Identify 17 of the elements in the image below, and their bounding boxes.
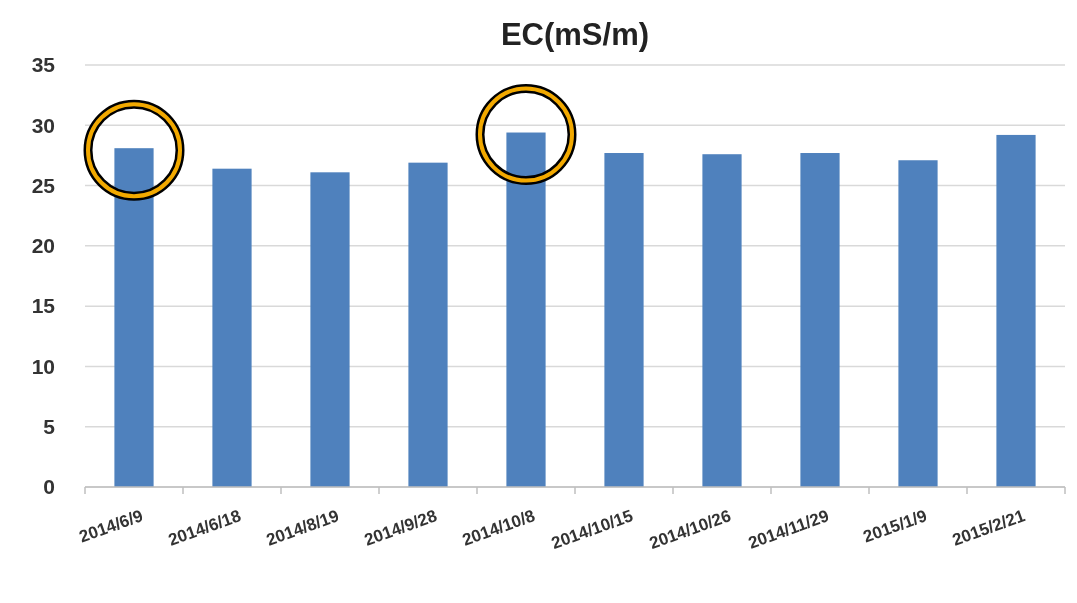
bar <box>604 153 644 487</box>
y-tick-label: 0 <box>43 475 55 499</box>
bar <box>408 162 448 487</box>
y-tick-label: 5 <box>43 415 56 439</box>
y-tick-label: 10 <box>31 354 55 378</box>
y-tick-label: 35 <box>31 53 56 77</box>
bar <box>898 160 938 487</box>
y-tick-label: 20 <box>31 234 55 258</box>
bar <box>310 172 350 487</box>
bar <box>702 154 742 487</box>
chart-title: EC(mS/m) <box>500 17 650 52</box>
bar <box>212 168 252 487</box>
bar <box>800 153 840 487</box>
y-tick-label: 25 <box>31 173 56 197</box>
y-tick-label: 30 <box>31 113 55 137</box>
bar <box>996 134 1036 487</box>
y-tick-label: 15 <box>31 294 56 318</box>
